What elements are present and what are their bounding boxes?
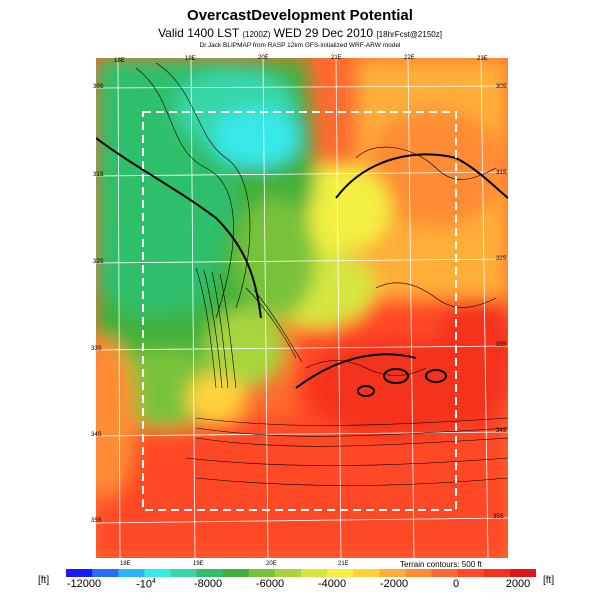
colorbar-swatch bbox=[379, 569, 406, 577]
colorbar-swatch bbox=[92, 569, 119, 577]
colorbar-swatch bbox=[327, 569, 354, 577]
colorbar-swatch bbox=[196, 569, 224, 577]
colorbar-label-minus10-base: -10 bbox=[136, 578, 152, 591]
colorbar-swatch bbox=[66, 569, 93, 577]
colorbar-swatch bbox=[301, 569, 328, 577]
colorbar-swatch bbox=[483, 569, 511, 577]
valid-time-utc: (1200Z) bbox=[242, 30, 271, 39]
lon-label-top-20: 20E bbox=[258, 55, 269, 61]
lon-label-top-21: 21E bbox=[331, 55, 342, 61]
lat-label-right-30: 30S bbox=[496, 84, 507, 90]
lon-label-top-18: 18E bbox=[114, 58, 125, 64]
color-field bbox=[96, 58, 508, 558]
lat-label-left-32: 32S bbox=[93, 259, 104, 265]
lon-label-bottom-20: 20E bbox=[266, 561, 277, 567]
colorbar-swatch bbox=[248, 569, 276, 577]
colorbar-swatch bbox=[144, 569, 171, 577]
lat-label-right-32: 32S bbox=[496, 256, 507, 262]
valid-time-line: Valid 1400 LST (1200Z) WED 29 Dec 2010 [… bbox=[0, 26, 600, 40]
colorbar-label-minus4000: -4000 bbox=[317, 578, 347, 590]
colorbar-unit-right: [ft] bbox=[543, 575, 555, 586]
lat-label-right-35: 35S bbox=[493, 514, 504, 520]
colorbar-swatch bbox=[509, 569, 536, 577]
colorbar-swatch bbox=[353, 569, 380, 577]
colorbar-label-minus2000: -2000 bbox=[379, 578, 409, 590]
lat-label-right-33: 33S bbox=[496, 342, 507, 348]
colorbar-label-minus10: -104 bbox=[136, 578, 156, 591]
inner-domain-box bbox=[142, 111, 457, 511]
lon-label-bottom-18: 18E bbox=[120, 561, 131, 567]
lat-label-left-31: 31S bbox=[93, 172, 104, 178]
lon-label-top-19: 19E bbox=[185, 56, 196, 62]
model-credit: Dr.Jack BLIPMAP from RASP 12km GFS-initi… bbox=[199, 42, 401, 49]
colorbar-swatch bbox=[222, 569, 250, 577]
overcast-boundary-contours bbox=[95, 137, 509, 397]
valid-prefix: Valid 1400 LST bbox=[158, 26, 240, 40]
lat-label-left-34: 34S bbox=[91, 432, 102, 438]
lat-label-right-31: 31S bbox=[496, 170, 507, 176]
colorbar-label-minus6000: -6000 bbox=[255, 578, 285, 590]
lon-label-top-22: 22E bbox=[404, 55, 415, 61]
colorbar-label-0: 0 bbox=[452, 578, 460, 590]
lat-label-right-34: 34S bbox=[496, 428, 507, 434]
colorbar-label-minus12000: -12000 bbox=[66, 578, 102, 590]
colorbar-swatch bbox=[405, 569, 433, 577]
lat-lon-grid bbox=[95, 57, 509, 559]
colorbar bbox=[66, 569, 536, 577]
lat-label-left-33: 33S bbox=[91, 346, 102, 352]
lon-label-top-23: 23E bbox=[477, 56, 488, 62]
terrain-contours bbox=[135, 62, 509, 486]
colorbar-swatch bbox=[274, 569, 302, 577]
lat-label-left-35: 35S bbox=[91, 518, 102, 524]
colorbar-label-minus8000: -8000 bbox=[193, 578, 223, 590]
overcast-potential-map bbox=[95, 57, 509, 559]
colorbar-unit-left: [ft] bbox=[38, 575, 50, 586]
forecast-hour: [18hrFcst@2150z] bbox=[376, 30, 442, 39]
map-canvas bbox=[95, 57, 509, 559]
colorbar-label-2000: 2000 bbox=[505, 578, 531, 590]
lon-label-bottom-21: 21E bbox=[338, 561, 349, 567]
colorbar-label-exponent: 4 bbox=[152, 578, 156, 585]
lat-label-left-30: 30S bbox=[93, 84, 104, 90]
colorbar-swatch bbox=[118, 569, 145, 577]
lon-label-bottom-19: 19E bbox=[193, 561, 204, 567]
map-title: OvercastDevelopment Potential bbox=[187, 7, 413, 24]
colorbar-swatch bbox=[431, 569, 459, 577]
colorbar-swatch bbox=[457, 569, 485, 577]
terrain-contour-note: Terrain contours: 500 ft bbox=[400, 560, 482, 569]
valid-date: WED 29 Dec 2010 bbox=[273, 26, 374, 40]
colorbar-swatch bbox=[170, 569, 198, 577]
